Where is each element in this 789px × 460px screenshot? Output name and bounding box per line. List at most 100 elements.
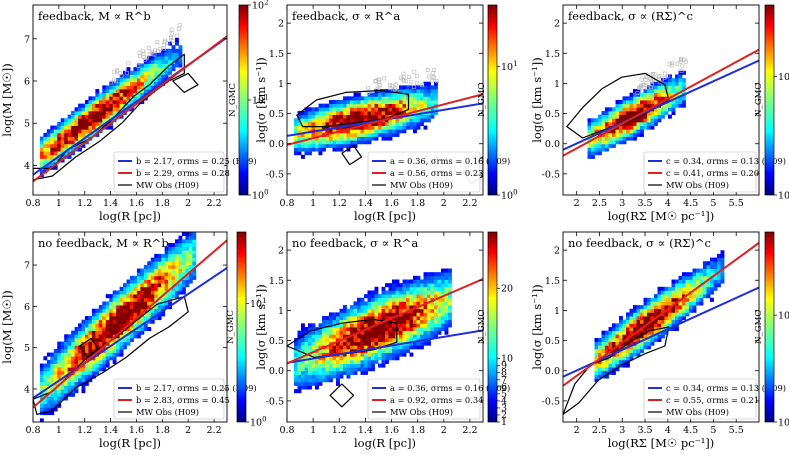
heatmap-cell	[102, 330, 107, 335]
heatmap-cell	[633, 136, 637, 141]
heatmap-cell	[675, 89, 679, 94]
heatmap-cell	[67, 136, 72, 141]
heatmap-cell	[399, 294, 403, 299]
y-tick-label: 7	[24, 261, 30, 272]
heatmap-cell	[332, 100, 337, 105]
heatmap-cell	[661, 286, 665, 291]
heatmap-cell	[105, 356, 110, 361]
x-tick-label: 2.2	[207, 425, 222, 436]
heatmap-cell	[332, 367, 337, 372]
fit-line-sim	[563, 242, 759, 387]
heatmap-cell	[699, 301, 704, 306]
heatmap-cell	[416, 286, 421, 291]
heatmap-cell	[50, 403, 55, 408]
heatmap-cell	[661, 96, 665, 101]
heatmap-cell	[154, 74, 159, 79]
heatmap-cell	[682, 275, 686, 280]
heatmap-cell	[43, 143, 48, 148]
heatmap-cell	[60, 370, 65, 375]
heatmap-cell	[594, 341, 599, 346]
heatmap-cell	[105, 319, 110, 324]
outlier-marker	[401, 74, 406, 79]
heatmap-cell	[84, 107, 89, 112]
heatmap-cell	[304, 363, 309, 368]
heatmap-cell	[91, 118, 96, 123]
heatmap-cell	[325, 140, 330, 145]
heatmap-cell	[39, 162, 44, 167]
heatmap-cell	[98, 356, 103, 361]
heatmap-cell	[661, 92, 665, 97]
heatmap-cell	[406, 305, 410, 310]
heatmap-cell	[434, 294, 438, 299]
heatmap-cell	[381, 323, 386, 328]
heatmap-cell	[423, 294, 428, 299]
heatmap-cell	[654, 334, 658, 339]
heatmap-cell	[53, 403, 58, 408]
heatmap-cell	[430, 290, 435, 295]
heatmap-cell	[413, 89, 417, 94]
heatmap-cell	[615, 367, 620, 372]
heatmap-cell	[53, 165, 58, 170]
heatmap-cell	[664, 92, 669, 97]
heatmap-cell	[427, 301, 431, 306]
heatmap-cell	[619, 356, 623, 361]
heatmap-cell	[171, 63, 176, 68]
heatmap-cell	[675, 85, 679, 90]
heatmap-cell	[112, 103, 117, 108]
heatmap-cell	[168, 250, 172, 255]
heatmap-cell	[105, 363, 110, 368]
heatmap-cell	[294, 147, 298, 152]
heatmap-cell	[133, 297, 138, 302]
heatmap-cell	[304, 374, 309, 379]
heatmap-cell	[133, 312, 138, 317]
heatmap-cell	[402, 125, 407, 130]
heatmap-cell	[357, 129, 361, 134]
heatmap-cell	[353, 100, 358, 105]
heatmap-cell	[409, 345, 414, 350]
heatmap-cell	[360, 356, 365, 361]
heatmap-cell	[43, 403, 48, 408]
heatmap-cell	[175, 261, 179, 266]
heatmap-cell	[304, 118, 309, 123]
legend-label: a = 0.36, σrms = 0.16 (H09)	[390, 156, 510, 166]
heatmap-cell	[318, 378, 323, 383]
heatmap-cell	[53, 129, 58, 134]
outlier-marker	[657, 74, 662, 79]
heatmap-cell	[668, 78, 672, 83]
heatmap-cell	[640, 114, 644, 119]
heatmap-cell	[385, 341, 389, 346]
heatmap-cell	[385, 107, 389, 112]
heatmap-cell	[430, 92, 435, 97]
heatmap-cell	[678, 92, 683, 97]
heatmap-cell	[378, 103, 382, 108]
heatmap-cell	[123, 92, 127, 97]
heatmap-cell	[671, 319, 676, 324]
heatmap-cell	[371, 121, 375, 126]
heatmap-cell	[395, 103, 400, 108]
heatmap-cell	[430, 89, 435, 94]
heatmap-cell	[50, 411, 55, 416]
heatmap-cell	[350, 96, 354, 101]
heatmap-cell	[713, 283, 718, 288]
heatmap-cell	[364, 136, 368, 141]
heatmap-cell	[88, 118, 93, 123]
heatmap-cell	[95, 316, 100, 321]
heatmap-cell	[133, 305, 138, 310]
heatmap-cell	[311, 330, 316, 335]
heatmap-cell	[95, 132, 100, 137]
heatmap-cell	[143, 89, 148, 94]
heatmap-cell	[399, 283, 403, 288]
heatmap-cell	[50, 407, 55, 412]
heatmap-cell	[346, 132, 351, 137]
heatmap-cell	[636, 345, 641, 350]
heatmap-cell	[116, 348, 120, 353]
heatmap-cell	[626, 132, 630, 137]
outlier-marker	[376, 85, 381, 90]
heatmap-cell	[105, 330, 110, 335]
heatmap-cell	[329, 370, 333, 375]
heatmap-cell	[647, 92, 651, 97]
heatmap-cell	[350, 323, 354, 328]
heatmap-cell	[325, 359, 330, 364]
heatmap-cell	[147, 81, 152, 86]
heatmap-cell	[647, 337, 651, 343]
